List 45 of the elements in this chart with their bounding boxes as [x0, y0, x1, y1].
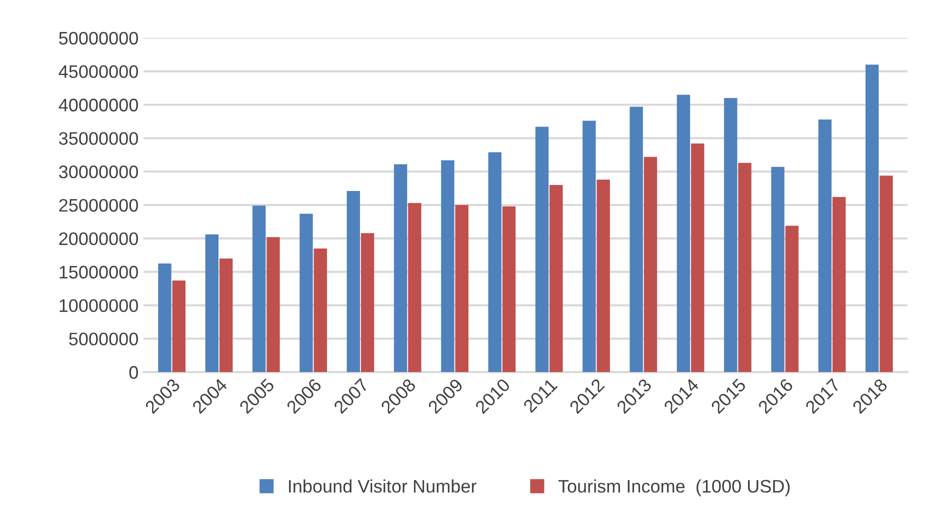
y-tick-label: 50000000 [59, 32, 138, 45]
y-tick-label: 5000000 [69, 332, 138, 346]
bar [724, 98, 738, 372]
legend-label: Tourism Income (1000 USD) [558, 479, 790, 496]
y-tick-label: 10000000 [60, 299, 138, 312]
bar [785, 226, 799, 372]
bar [596, 180, 610, 372]
bar [219, 258, 233, 372]
bar [738, 162, 752, 372]
bar [582, 120, 596, 372]
y-tick-label: 20000000 [59, 232, 138, 246]
bar [205, 234, 219, 372]
bar [172, 280, 186, 372]
y-tick-label: 45000000 [58, 65, 138, 78]
bar [394, 164, 408, 372]
y-tick-label: 35000000 [59, 132, 138, 145]
legend-label: Inbound Visitor Number [289, 479, 476, 493]
bar [630, 106, 643, 372]
bar [550, 184, 563, 372]
bar [691, 144, 704, 372]
y-tick-label: 0 [129, 366, 138, 379]
bar [502, 206, 516, 372]
bar [158, 263, 172, 372]
bar [644, 156, 658, 372]
bar [535, 126, 549, 372]
bar [676, 94, 690, 372]
bar [880, 176, 893, 372]
bar [266, 237, 280, 372]
bar [360, 233, 374, 372]
bar [252, 206, 266, 372]
bar [832, 196, 846, 372]
y-tick-label: 15000000 [60, 266, 138, 279]
bar [300, 214, 313, 372]
y-tick-label: 30000000 [59, 166, 138, 178]
bar [408, 203, 422, 372]
bar [866, 64, 879, 372]
bar [771, 166, 784, 372]
bar [346, 190, 360, 372]
y-tick-label: 25000000 [59, 198, 138, 212]
bar [314, 248, 327, 372]
bar [818, 119, 832, 372]
bar [455, 205, 468, 372]
bar [441, 160, 454, 372]
bar [488, 152, 502, 372]
y-tick-label: 40000000 [58, 98, 138, 112]
